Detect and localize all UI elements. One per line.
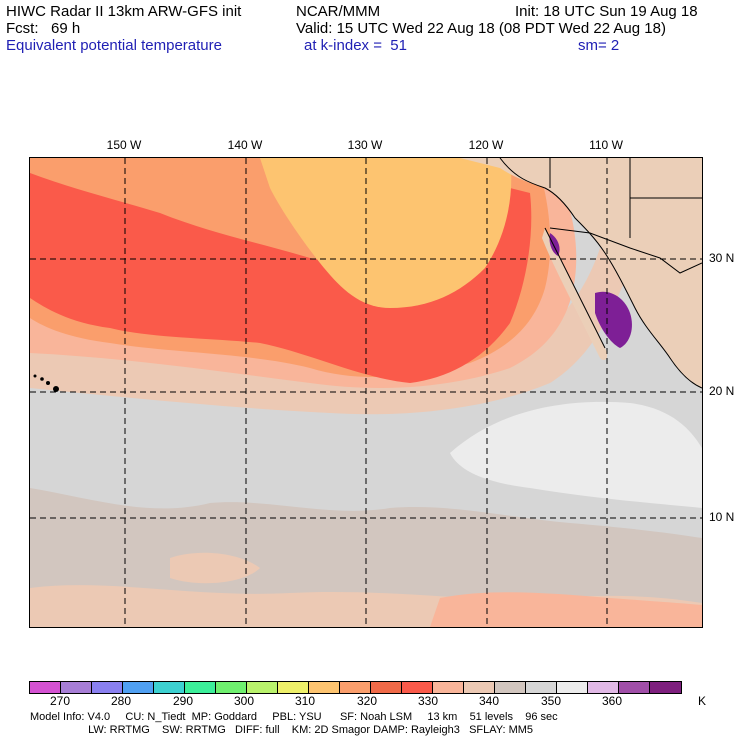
band-320-region	[260, 158, 512, 308]
graticule	[30, 158, 702, 627]
colorbar-swatch-17	[557, 682, 588, 693]
colorbar-swatch-11	[371, 682, 402, 693]
valid-time: Valid: 15 UTC Wed 22 Aug 18 (08 PDT Wed …	[296, 20, 666, 37]
model-info-line2: LW: RRTMG SW: RRTMG DIFF: full KM: 2D Sm…	[30, 724, 534, 736]
colorbar-swatch-10	[340, 682, 371, 693]
colorbar-swatch-9	[309, 682, 340, 693]
lon-label-150w: 150 W	[106, 138, 142, 152]
lat-label-10n: 10 N	[709, 510, 735, 524]
colorbar-swatch-3	[123, 682, 154, 693]
lon-label-110w: 110 W	[589, 138, 623, 152]
colorbar-swatch-5	[185, 682, 216, 693]
land-mass	[460, 158, 702, 388]
lat-label-20n: 20 N	[709, 384, 735, 398]
lon-label-120w: 120 W	[468, 138, 504, 152]
colorbar-tick-320: 320	[356, 694, 378, 708]
high-theta-e-north	[549, 233, 560, 256]
band-345-patch	[170, 552, 260, 584]
colorbar-swatch-12	[402, 682, 433, 693]
init-time: Init: 18 UTC Sun 19 Aug 18	[515, 3, 698, 20]
colorbar-swatch-14	[464, 682, 495, 693]
lat-label-30n: 30 N	[709, 251, 735, 265]
smoothing-label: sm= 2	[578, 37, 620, 54]
colorbar-tick-360: 360	[601, 694, 623, 708]
band-360-region	[450, 401, 702, 508]
baja-land	[542, 228, 608, 360]
source-label: NCAR/MMM	[296, 3, 381, 20]
colorbar-tick-340: 340	[478, 694, 500, 708]
colorbar-swatch-7	[247, 682, 278, 693]
colorbar-tick-270: 270	[49, 694, 71, 708]
map-svg	[30, 158, 702, 627]
coastline	[499, 158, 702, 389]
theta-e-map	[29, 157, 703, 628]
colorbar-swatch-8	[278, 682, 309, 693]
colorbar-tick-300: 300	[233, 694, 255, 708]
us-canada-state-border	[549, 158, 702, 238]
colorbar-swatch-4	[154, 682, 185, 693]
colorbar-swatch-18	[588, 682, 619, 693]
colorbar-swatch-15	[495, 682, 526, 693]
lon-label-140w: 140 W	[227, 138, 263, 152]
plot-title: HIWC Radar II 13km ARW-GFS init	[6, 3, 242, 20]
colorbar-swatch-6	[216, 682, 247, 693]
colorbar-tick-330: 330	[417, 694, 439, 708]
field-name: Equivalent potential temperature	[6, 37, 222, 54]
colorbar-unit: K	[698, 694, 707, 708]
colorbar-swatch-19	[619, 682, 650, 693]
colorbar-tick-290: 290	[172, 694, 194, 708]
baja-coastline	[544, 227, 606, 349]
colorbar-swatch-2	[92, 682, 123, 693]
high-theta-e-region	[595, 291, 632, 348]
band-335-region	[30, 173, 532, 383]
colorbar-swatch-16	[526, 682, 557, 693]
colorbar-tick-310: 310	[294, 694, 316, 708]
colorbar-swatch-20	[650, 682, 681, 693]
model-info-line1: Model Info: V4.0 CU: N_Tiedt MP: Goddard…	[30, 711, 558, 723]
level-label: at k-index = 51	[304, 37, 407, 54]
colorbar-swatch-1	[61, 682, 92, 693]
colorbar-swatch-13	[433, 682, 464, 693]
forecast-hour: Fcst: 69 h	[6, 20, 81, 37]
band-340-south	[430, 592, 702, 627]
us-mexico-border	[549, 227, 702, 274]
colorbar-tick-280: 280	[110, 694, 132, 708]
hawaii-islands	[33, 374, 59, 392]
colorbar-swatch-0	[30, 682, 61, 693]
lon-label-130w: 130 W	[347, 138, 383, 152]
colorbar	[29, 681, 682, 694]
colorbar-tick-350: 350	[540, 694, 562, 708]
